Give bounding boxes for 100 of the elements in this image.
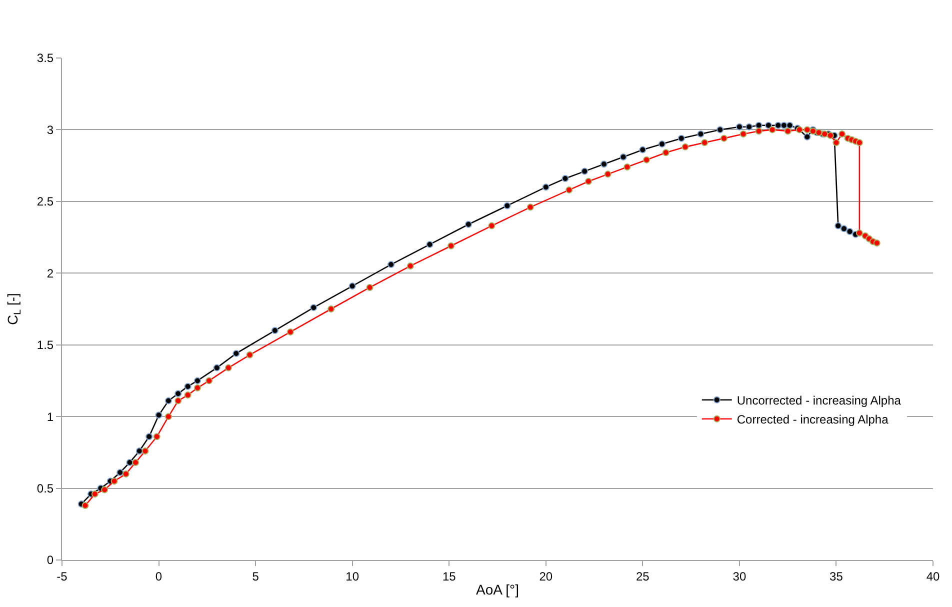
point xyxy=(142,447,149,454)
point xyxy=(856,229,863,236)
point xyxy=(504,202,511,210)
legend-label: Corrected - increasing Alpha xyxy=(736,412,889,427)
x-tick-label: 30 xyxy=(732,569,746,584)
point xyxy=(526,204,534,211)
point xyxy=(448,242,455,250)
point xyxy=(132,458,140,466)
point xyxy=(736,123,743,130)
point xyxy=(224,364,232,372)
point xyxy=(213,364,220,372)
point xyxy=(146,433,153,440)
point xyxy=(604,170,612,178)
point xyxy=(620,153,627,160)
point xyxy=(206,377,213,384)
point xyxy=(246,351,254,358)
point xyxy=(136,447,143,454)
y-tick-label: 3.5 xyxy=(36,51,54,66)
point xyxy=(426,240,434,248)
x-tick-label: 40 xyxy=(926,569,940,584)
point xyxy=(584,178,592,185)
point xyxy=(164,413,172,420)
point xyxy=(662,149,670,156)
point xyxy=(82,502,89,509)
point xyxy=(786,122,794,129)
x-tick-label: 20 xyxy=(539,569,553,584)
point xyxy=(834,222,842,230)
point xyxy=(110,478,118,485)
point xyxy=(194,377,201,384)
point xyxy=(488,222,496,230)
point xyxy=(740,130,747,138)
x-tick-label: 25 xyxy=(636,569,650,584)
point xyxy=(122,470,130,478)
point xyxy=(366,284,374,291)
point xyxy=(153,433,160,440)
point xyxy=(286,328,294,336)
point xyxy=(116,469,124,476)
point xyxy=(682,143,689,150)
point xyxy=(755,128,762,135)
y-tick-label: 3 xyxy=(46,122,54,137)
point xyxy=(804,126,811,134)
x-tick-label: 0 xyxy=(155,569,162,584)
point xyxy=(101,486,108,494)
point xyxy=(784,128,792,135)
point xyxy=(542,184,550,191)
point xyxy=(91,490,98,498)
x-tick-label: 15 xyxy=(442,569,456,584)
y-tick-label: 0 xyxy=(46,553,54,568)
point xyxy=(716,126,724,134)
point xyxy=(755,122,762,129)
point xyxy=(232,350,240,357)
point xyxy=(600,160,608,168)
point xyxy=(678,134,685,142)
y-tick-label: 1.5 xyxy=(36,338,54,352)
point xyxy=(310,304,318,312)
point xyxy=(581,168,588,175)
point xyxy=(406,262,414,270)
point xyxy=(764,122,772,129)
point xyxy=(658,140,666,148)
point xyxy=(697,130,704,138)
point xyxy=(184,382,192,390)
point xyxy=(643,156,650,164)
point xyxy=(464,220,472,228)
point xyxy=(194,384,201,392)
point xyxy=(348,282,356,290)
y-tick-label: 2.5 xyxy=(36,194,54,209)
point xyxy=(846,228,854,236)
point xyxy=(856,139,863,146)
legend-label: Uncorrected - increasing Alpha xyxy=(736,394,902,408)
point xyxy=(780,122,788,129)
point xyxy=(174,390,182,398)
x-tick-label: 5 xyxy=(252,569,260,584)
x-axis-title: AoA [°] xyxy=(476,582,519,598)
point xyxy=(768,126,776,134)
point xyxy=(873,240,880,247)
point xyxy=(271,327,278,334)
point xyxy=(164,397,172,404)
point xyxy=(774,122,782,129)
point xyxy=(174,397,182,404)
point xyxy=(838,130,846,138)
x-tick-label: 35 xyxy=(830,569,844,584)
point xyxy=(746,123,753,130)
x-tick-label: 10 xyxy=(346,569,360,584)
y-tick-label: 2 xyxy=(46,266,54,280)
point xyxy=(701,139,708,146)
point xyxy=(388,261,395,268)
point xyxy=(328,306,335,312)
y-tick-label: 1 xyxy=(46,410,54,424)
point xyxy=(720,134,728,142)
point xyxy=(832,139,840,146)
point xyxy=(840,225,848,232)
x-tick-label: -5 xyxy=(56,569,68,584)
point xyxy=(126,458,134,466)
point xyxy=(639,146,646,154)
point xyxy=(184,392,192,399)
point xyxy=(804,133,811,140)
point xyxy=(566,186,573,194)
point xyxy=(562,174,569,182)
point xyxy=(155,412,162,419)
y-tick-label: 0.5 xyxy=(36,481,54,496)
